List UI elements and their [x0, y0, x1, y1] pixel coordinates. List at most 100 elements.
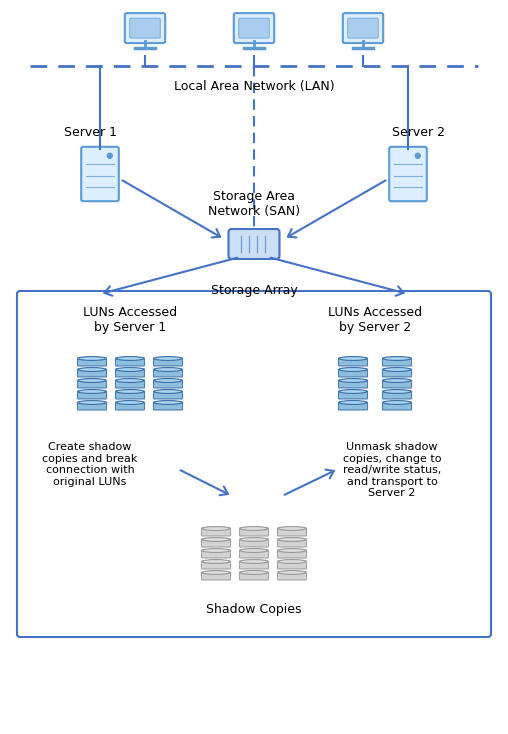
FancyBboxPatch shape — [125, 13, 165, 43]
Ellipse shape — [383, 379, 411, 382]
Ellipse shape — [383, 401, 411, 404]
FancyBboxPatch shape — [239, 572, 269, 580]
FancyBboxPatch shape — [153, 402, 182, 410]
FancyBboxPatch shape — [153, 358, 182, 366]
Ellipse shape — [339, 401, 367, 404]
FancyBboxPatch shape — [229, 229, 279, 259]
Text: Storage Area
Network (SAN): Storage Area Network (SAN) — [208, 190, 300, 218]
Ellipse shape — [278, 526, 306, 531]
Text: Storage Array: Storage Array — [211, 284, 297, 297]
Ellipse shape — [116, 379, 144, 382]
Ellipse shape — [116, 401, 144, 404]
Ellipse shape — [78, 357, 106, 360]
Ellipse shape — [202, 559, 230, 564]
FancyBboxPatch shape — [130, 18, 160, 38]
Ellipse shape — [154, 401, 182, 404]
FancyBboxPatch shape — [78, 402, 107, 410]
FancyBboxPatch shape — [239, 550, 269, 558]
Ellipse shape — [339, 390, 367, 393]
Ellipse shape — [116, 390, 144, 393]
FancyBboxPatch shape — [338, 358, 367, 366]
FancyBboxPatch shape — [78, 369, 107, 377]
FancyBboxPatch shape — [78, 391, 107, 399]
Ellipse shape — [278, 559, 306, 564]
FancyBboxPatch shape — [115, 369, 144, 377]
Ellipse shape — [116, 357, 144, 360]
FancyBboxPatch shape — [338, 391, 367, 399]
Ellipse shape — [383, 390, 411, 393]
Ellipse shape — [278, 570, 306, 575]
Ellipse shape — [240, 537, 268, 542]
FancyBboxPatch shape — [277, 539, 306, 547]
FancyBboxPatch shape — [383, 391, 411, 399]
Ellipse shape — [240, 548, 268, 553]
FancyBboxPatch shape — [81, 147, 119, 201]
Ellipse shape — [383, 368, 411, 371]
FancyBboxPatch shape — [78, 358, 107, 366]
Ellipse shape — [154, 357, 182, 360]
Circle shape — [107, 153, 112, 159]
Ellipse shape — [78, 401, 106, 404]
FancyBboxPatch shape — [383, 358, 411, 366]
Ellipse shape — [383, 357, 411, 360]
FancyBboxPatch shape — [389, 147, 427, 201]
Ellipse shape — [339, 357, 367, 360]
FancyBboxPatch shape — [202, 572, 231, 580]
Text: Shadow Copies: Shadow Copies — [206, 603, 302, 616]
Text: LUNs Accessed
by Server 1: LUNs Accessed by Server 1 — [83, 306, 177, 334]
Text: Create shadow
copies and break
connection with
original LUNs: Create shadow copies and break connectio… — [42, 442, 138, 487]
Ellipse shape — [78, 390, 106, 393]
FancyBboxPatch shape — [153, 380, 182, 388]
Ellipse shape — [202, 570, 230, 575]
FancyBboxPatch shape — [338, 369, 367, 377]
FancyBboxPatch shape — [234, 13, 274, 43]
FancyBboxPatch shape — [202, 539, 231, 547]
FancyBboxPatch shape — [338, 380, 367, 388]
FancyBboxPatch shape — [115, 358, 144, 366]
Circle shape — [416, 153, 420, 159]
FancyBboxPatch shape — [202, 550, 231, 558]
Ellipse shape — [154, 368, 182, 371]
FancyBboxPatch shape — [78, 380, 107, 388]
FancyBboxPatch shape — [383, 380, 411, 388]
FancyBboxPatch shape — [115, 402, 144, 410]
Text: Server 1: Server 1 — [64, 126, 116, 139]
Ellipse shape — [202, 548, 230, 553]
Ellipse shape — [116, 368, 144, 371]
Ellipse shape — [78, 368, 106, 371]
FancyBboxPatch shape — [153, 369, 182, 377]
FancyBboxPatch shape — [277, 572, 306, 580]
Ellipse shape — [202, 526, 230, 531]
FancyBboxPatch shape — [17, 291, 491, 637]
FancyBboxPatch shape — [115, 391, 144, 399]
FancyBboxPatch shape — [343, 13, 383, 43]
FancyBboxPatch shape — [383, 402, 411, 410]
FancyBboxPatch shape — [239, 18, 269, 38]
Ellipse shape — [202, 537, 230, 542]
FancyBboxPatch shape — [338, 402, 367, 410]
Ellipse shape — [339, 368, 367, 371]
FancyBboxPatch shape — [383, 369, 411, 377]
Ellipse shape — [240, 526, 268, 531]
FancyBboxPatch shape — [277, 561, 306, 569]
Text: LUNs Accessed
by Server 2: LUNs Accessed by Server 2 — [328, 306, 422, 334]
Ellipse shape — [154, 379, 182, 382]
Ellipse shape — [339, 379, 367, 382]
Ellipse shape — [240, 570, 268, 575]
FancyBboxPatch shape — [277, 528, 306, 536]
FancyBboxPatch shape — [348, 18, 378, 38]
Ellipse shape — [278, 537, 306, 542]
Ellipse shape — [240, 559, 268, 564]
Text: Server 2: Server 2 — [392, 126, 444, 139]
Ellipse shape — [78, 379, 106, 382]
Text: Local Area Network (LAN): Local Area Network (LAN) — [174, 80, 334, 93]
FancyBboxPatch shape — [277, 550, 306, 558]
FancyBboxPatch shape — [239, 528, 269, 536]
Ellipse shape — [154, 390, 182, 393]
FancyBboxPatch shape — [202, 528, 231, 536]
FancyBboxPatch shape — [202, 561, 231, 569]
FancyBboxPatch shape — [239, 561, 269, 569]
FancyBboxPatch shape — [239, 539, 269, 547]
FancyBboxPatch shape — [153, 391, 182, 399]
Ellipse shape — [278, 548, 306, 553]
